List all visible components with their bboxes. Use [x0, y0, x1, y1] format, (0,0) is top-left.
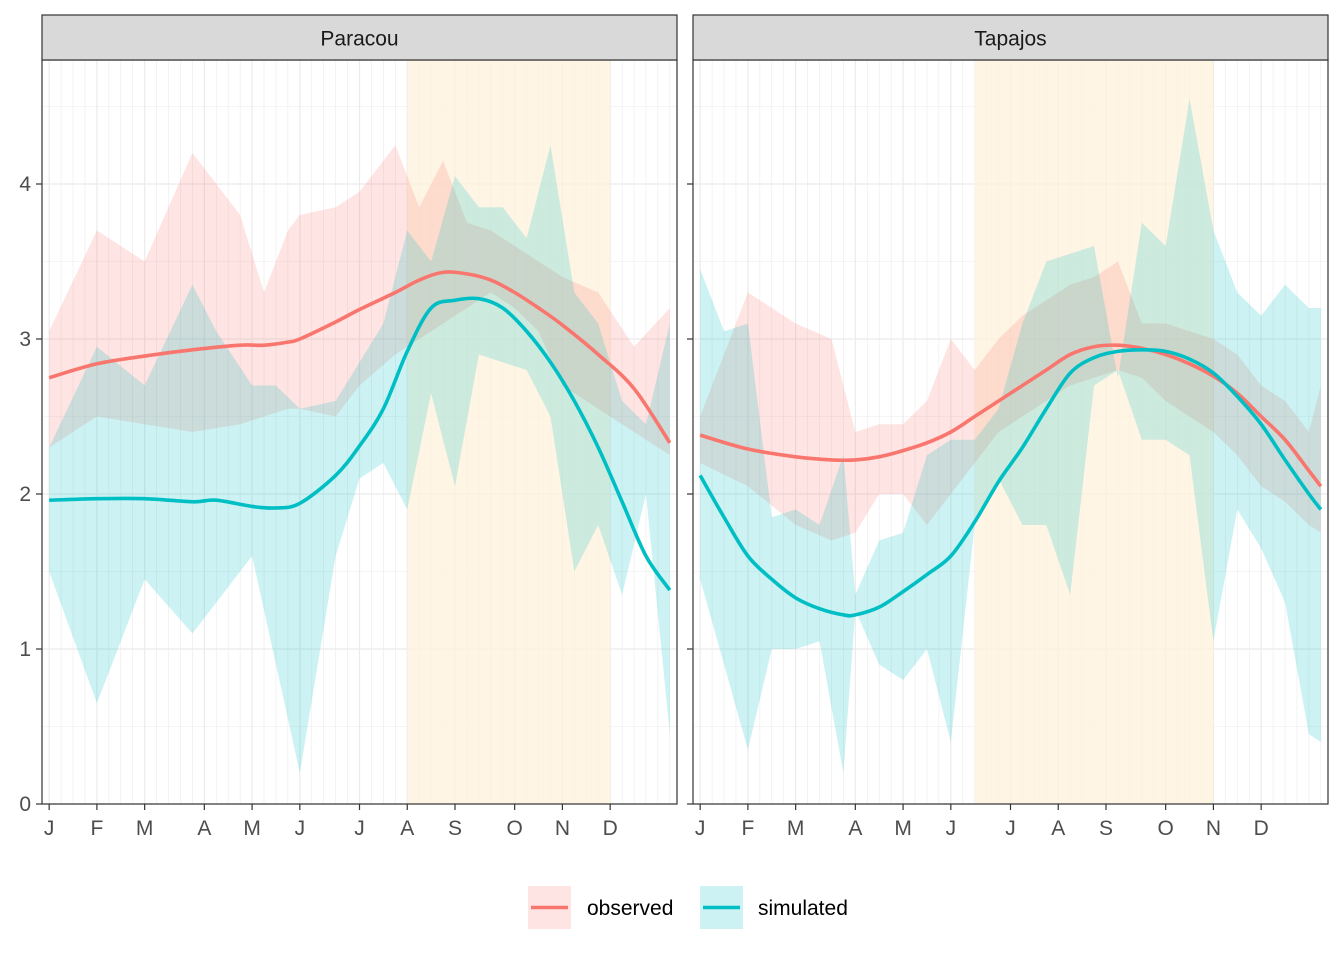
legend-label-simulated: simulated	[758, 897, 848, 920]
legend-item-simulated: simulated	[700, 886, 848, 929]
panel-paracou: Paracou J F M A M J J A S O N D 0 1 2 3 4	[19, 14, 678, 840]
simulated-band	[49, 145, 670, 773]
x-tick-label: M	[243, 817, 261, 840]
y-tick-label: 4	[19, 173, 31, 196]
dry-season-shading	[974, 60, 1214, 804]
simulated-band	[700, 98, 1321, 773]
x-tick-label: O	[506, 817, 522, 840]
facet-strip	[41, 14, 678, 61]
x-tick-label: A	[1051, 817, 1065, 840]
x-tick-label: F	[90, 817, 103, 840]
x-tick-label: S	[448, 817, 462, 840]
x-tick-label: A	[848, 817, 862, 840]
observed-line	[48, 270, 672, 444]
x-tick-label: M	[136, 817, 154, 840]
facet-strip	[692, 14, 1329, 61]
simulated-line	[698, 348, 1323, 618]
observed-band	[49, 145, 670, 456]
x-tick-label: N	[555, 817, 570, 840]
x-tick-label: F	[741, 817, 754, 840]
y-tick-label: 3	[19, 328, 31, 351]
simulated-line	[49, 296, 672, 592]
facet-strip-label: Tapajos	[974, 28, 1046, 51]
x-tick-label: D	[603, 817, 618, 840]
legend-label-observed: observed	[587, 897, 673, 920]
x-tick-label: J	[44, 817, 55, 840]
x-tick-label: J	[695, 817, 706, 840]
x-tick-label: J	[295, 817, 306, 840]
x-tick-label: N	[1206, 817, 1221, 840]
x-tick-label: O	[1157, 817, 1173, 840]
y-tick-label: 1	[19, 638, 31, 661]
legend-item-observed: observed	[528, 886, 673, 929]
observed-line	[699, 343, 1323, 488]
x-tick-label: A	[400, 817, 414, 840]
observed-band	[700, 261, 1321, 541]
x-tick-label: S	[1099, 817, 1113, 840]
x-tick-label: M	[787, 817, 805, 840]
x-tick-label: A	[197, 817, 211, 840]
x-tick-label: J	[354, 817, 365, 840]
y-tick-label: 2	[19, 483, 31, 506]
x-tick-label: J	[1005, 817, 1016, 840]
legend: observed simulated	[528, 886, 848, 929]
x-tick-label: J	[946, 817, 957, 840]
x-tick-label: M	[894, 817, 912, 840]
facet-panels: Paracou J F M A M J J A S O N D 0 1 2 3 4 Tapajos J F M A M J J A S…	[19, 14, 1329, 840]
facet-strip-label: Paracou	[320, 28, 398, 51]
y-tick-label: 0	[19, 793, 31, 816]
panel-tapajos: Tapajos J F M A M J J A S O N D	[687, 14, 1329, 840]
x-tick-label: D	[1254, 817, 1269, 840]
dry-season-shading	[407, 60, 611, 804]
